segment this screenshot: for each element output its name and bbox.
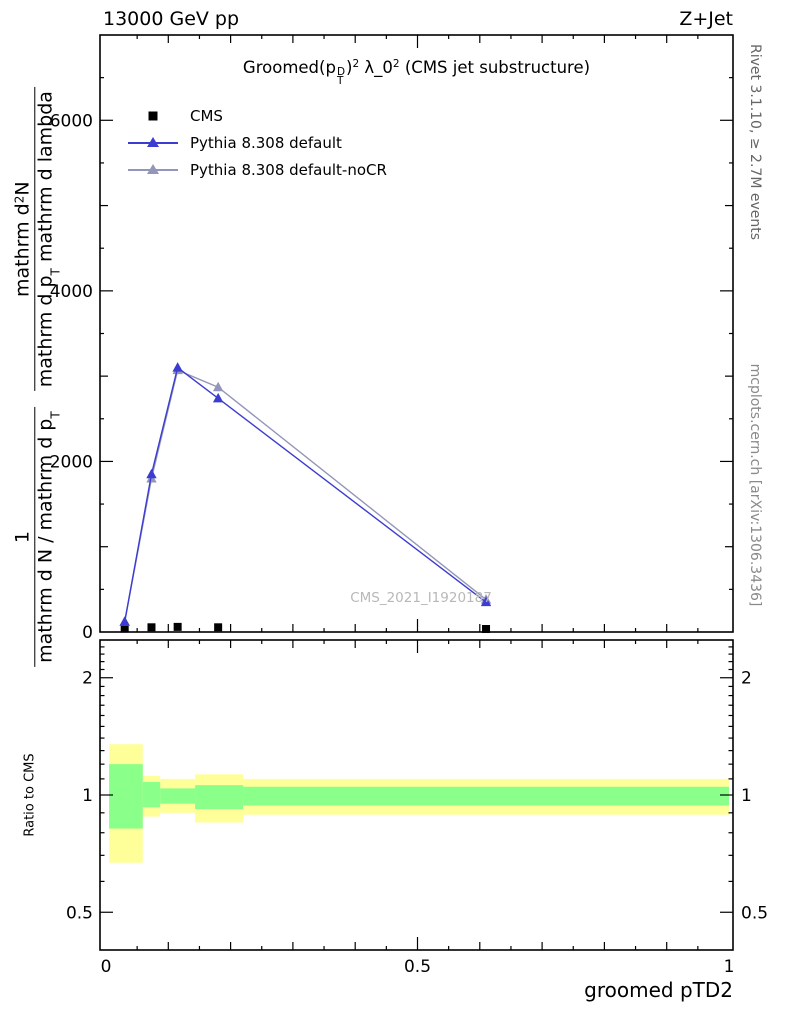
x-axis-label: groomed pTD2 [584,978,733,1002]
pt-superscript-D: D [336,66,346,78]
pythia-default-marker [480,596,492,607]
plot-title-part2: ) [346,58,353,77]
main-ytick-label: 4000 [50,282,93,302]
pythia-nocr-marker-icon [128,163,178,177]
ylabel-frac2-num-sup: 2 [12,195,27,204]
cms-data-point [120,624,129,633]
legend: CMS Pythia 8.308 default Pythia 8.308 de… [128,102,387,183]
legend-label-pythia-nocr: Pythia 8.308 default-noCR [190,160,387,179]
pythia-nocr-marker [212,381,224,392]
cms-data-point [482,625,491,634]
ylabel-frac2-den-sub: T [47,268,62,276]
ylabel-frac2-num-post: N [11,181,34,196]
pythia-default-marker [146,468,157,479]
ylabel-frac1-den-text: mathrm d N / mathrm d p [34,418,57,663]
ylabel-frac2-num-pre: mathrm d [11,203,34,297]
pt-subscript-T: T [336,75,344,87]
ylabel-fraction-1: 1 mathrm d N / mathrm d pT [11,407,62,667]
plot-title-part3: λ_0 [359,58,393,77]
ylabel-fraction-2: mathrm d2N mathrm d pT mathrm d lambda [11,87,62,392]
ylabel-frac2-denominator: mathrm d pT mathrm d lambda [34,87,62,392]
ratio-green-band [160,788,196,804]
ylabel-frac1-numerator: 1 [11,531,34,544]
ratio-ytick-label-right: 1 [741,786,752,806]
cms-data-point [173,622,182,631]
pythia-default-triangle-swatch [147,136,159,147]
ylabel-frac2-den-b: mathrm d lambda [34,91,57,269]
legend-label-pythia-default: Pythia 8.308 default [190,133,342,152]
legend-item-cms: CMS [128,102,387,129]
legend-label-cms: CMS [190,106,223,125]
ratio-ytick-label-left: 0.5 [66,903,93,923]
ylabel-frac1-denominator: mathrm d N / mathrm d pT [34,407,62,667]
cms-marker-icon [128,109,178,123]
legend-item-pythia-nocr: Pythia 8.308 default-noCR [128,156,387,183]
plot-title-exp2: 2 [392,58,400,70]
plot-title-part1: Groomed(p [242,58,336,77]
pythia-default-curve [124,366,487,622]
main-ytick-label: 2000 [50,452,93,472]
main-ytick-label: 6000 [50,111,93,131]
ratio-green-band [142,781,161,808]
legend-item-pythia-default: Pythia 8.308 default [128,129,387,156]
ylabel-frac2-numerator: mathrm d2N [11,177,34,301]
pythia-default-marker-icon [128,136,178,150]
y-axis-label: 1 mathrm d N / mathrm d pT mathrm d2N ma… [11,87,62,667]
ratio-ytick-label-right: 0.5 [741,903,768,923]
xtick-label: 0.5 [404,957,431,977]
main-ytick-label: 0 [82,623,93,643]
plot-title: Groomed(p D T)2 λ_02 (CMS jet substructure… [100,58,733,87]
ratio-green-band [243,786,729,806]
pythia-default-marker [119,616,130,626]
cms-data-point [147,623,156,632]
watermark: CMS_2021_I1920187 [350,590,492,606]
xtick-label: 1 [724,957,735,977]
cms-square-swatch [148,111,158,120]
cms-data-point [214,623,223,632]
xtick-label: 0 [101,957,112,977]
ratio-y-axis-label: Ratio to CMS [22,753,38,837]
ratio-ytick-label-right: 2 [741,669,752,689]
pythia-nocr-curve [124,369,487,622]
ratio-ytick-label-left: 1 [82,786,93,806]
pythia-nocr-triangle-swatch [147,163,159,174]
process-label: Z+Jet [679,8,733,30]
pythia-default-marker [172,362,183,372]
mcplots-reference-note: mcplots.cern.ch [arXiv:1306.3436] [747,363,763,607]
ratio-green-band [109,764,143,829]
plot-title-exp1: 2 [352,58,360,70]
rivet-version-note: Rivet 3.1.10, ≥ 2.7M events [747,43,763,241]
ratio-ytick-label-left: 2 [82,669,93,689]
ratio-green-band [195,785,244,810]
beam-energy-label: 13000 GeV pp [103,8,240,30]
ylabel-frac1-den-sub: T [47,411,62,419]
ylabel-frac2-den-a: mathrm d p [34,275,57,388]
plot-title-part4: (CMS jet substructure) [399,58,591,77]
pythia-default-marker [212,392,224,403]
